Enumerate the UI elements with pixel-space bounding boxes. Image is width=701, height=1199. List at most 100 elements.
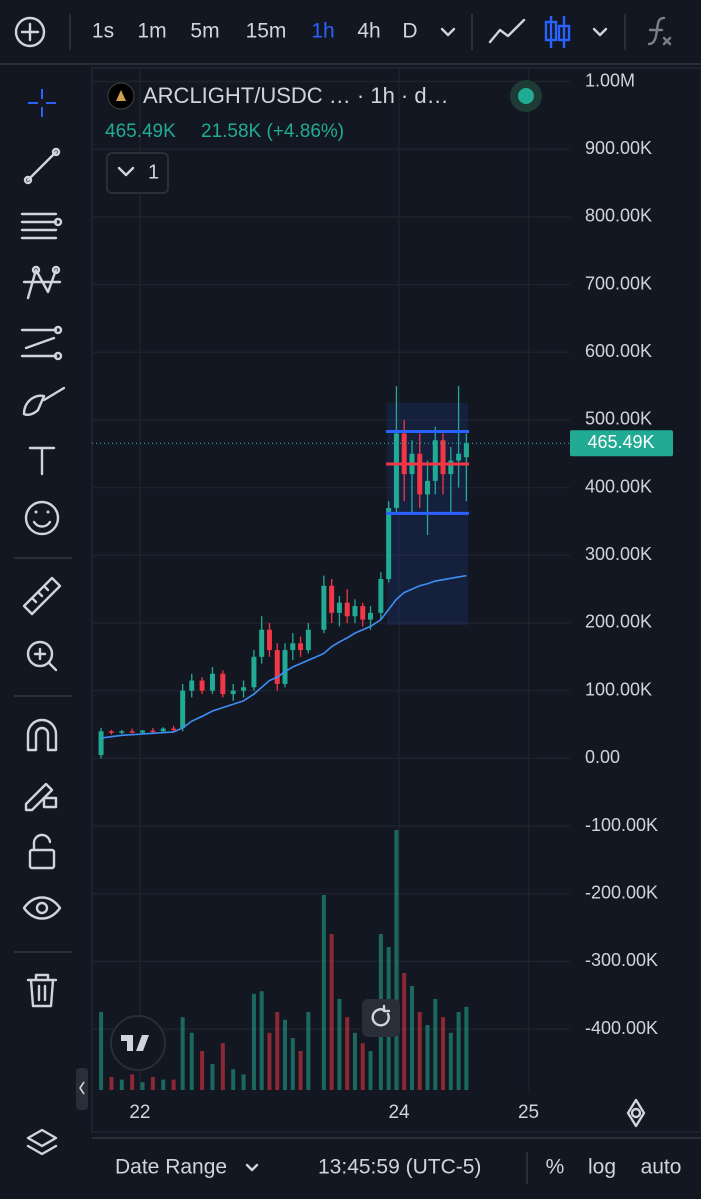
emoji[interactable] <box>24 500 60 536</box>
timeframe[interactable]: 1s <box>92 20 114 43</box>
volume-bar <box>275 1012 280 1090</box>
magnet[interactable] <box>26 718 58 752</box>
ruler[interactable] <box>22 576 62 616</box>
y-tick-label: -100.00K <box>585 815 658 835</box>
volume-bar <box>337 999 342 1090</box>
timeframe[interactable]: D <box>402 20 417 43</box>
price-change: 21.58K (+4.86%) <box>201 121 344 142</box>
candle-body <box>290 643 296 651</box>
auto-toggle[interactable]: auto <box>641 1156 682 1179</box>
collapse-handle[interactable] <box>76 1068 88 1110</box>
volume-bar <box>448 1032 453 1090</box>
fib[interactable] <box>20 212 63 240</box>
volume-bar <box>140 1082 145 1090</box>
candle-body <box>259 629 265 657</box>
y-tick-label: 600.00K <box>585 341 652 361</box>
candle-body <box>209 673 215 691</box>
candle-body <box>432 440 438 481</box>
layers[interactable] <box>26 1128 58 1156</box>
toggle-chevron <box>117 166 135 177</box>
visibility[interactable] <box>22 896 62 920</box>
zoom[interactable] <box>26 640 58 672</box>
candle-body <box>189 680 195 691</box>
candle-body <box>119 731 125 733</box>
volume-bar <box>267 1032 272 1090</box>
log-toggle[interactable]: log <box>588 1156 616 1179</box>
y-tick-label: 400.00K <box>585 476 652 496</box>
candle-body <box>108 731 114 733</box>
symbol[interactable]: ARCLIGHT/USDC … · 1h · d… <box>143 83 449 108</box>
style-menu[interactable] <box>592 27 608 37</box>
volume-bar <box>394 830 399 1090</box>
volume-bar <box>231 1069 236 1090</box>
add-button[interactable] <box>14 16 46 48</box>
timeframe[interactable]: 1h <box>311 20 334 43</box>
y-tick-label: 500.00K <box>585 409 652 429</box>
volume-bar <box>433 999 438 1090</box>
candle-body <box>230 690 236 695</box>
timeframe[interactable]: 1m <box>137 20 166 43</box>
candle-body <box>378 579 384 613</box>
y-tick-label: -300.00K <box>585 950 658 970</box>
forecast[interactable] <box>20 325 63 361</box>
indicators[interactable] <box>647 16 672 46</box>
moving-average <box>100 574 467 739</box>
unlock[interactable] <box>28 833 56 870</box>
timeframes: 1s 1m 5m 15m 1h 4h D <box>92 20 418 43</box>
candle-body <box>266 629 272 651</box>
range-chevron <box>245 1163 259 1172</box>
brush[interactable] <box>22 386 66 416</box>
crosshair[interactable] <box>28 89 56 117</box>
reset-button[interactable] <box>362 999 400 1037</box>
volume-bar <box>200 1051 205 1090</box>
line-style[interactable] <box>488 18 526 44</box>
volume-bar <box>99 1012 104 1090</box>
x-tick-label: 25 <box>518 1102 539 1123</box>
delete[interactable] <box>26 973 58 1008</box>
candle-body <box>298 643 304 651</box>
settings[interactable] <box>626 1098 646 1128</box>
timeframe[interactable]: 5m <box>190 20 219 43</box>
indicators-toggle[interactable] <box>106 152 169 194</box>
volume-bar <box>180 1017 185 1090</box>
y-tick-label: 0.00 <box>585 747 620 767</box>
candle-body <box>171 728 177 731</box>
candle-body <box>241 687 247 691</box>
candle-body <box>448 460 454 475</box>
candle-body <box>220 673 226 695</box>
candle-body <box>352 606 358 617</box>
percent-toggle[interactable]: % <box>546 1156 565 1179</box>
y-tick-label: 800.00K <box>585 206 652 226</box>
timeframe[interactable]: 4h <box>357 20 380 43</box>
tv-logo-mark <box>121 1035 149 1051</box>
timeframe-menu[interactable] <box>440 27 456 37</box>
candle-body <box>98 731 104 755</box>
tv-logo[interactable] <box>110 1015 166 1071</box>
volume-bar <box>368 1051 373 1090</box>
last-price-label: 465.49K <box>587 432 654 452</box>
candle-body <box>368 612 374 620</box>
candle-body <box>129 731 135 733</box>
volume-bar <box>298 1051 303 1090</box>
volume-bar <box>456 1012 461 1090</box>
candle-body <box>344 602 350 617</box>
trend-line[interactable] <box>23 147 61 185</box>
date-range[interactable]: Date Range <box>115 1156 227 1179</box>
text-tool[interactable] <box>28 446 56 476</box>
lock-drawings[interactable] <box>24 782 58 812</box>
last-price: 465.49K <box>105 121 176 142</box>
pattern[interactable] <box>22 265 62 300</box>
reset-icon <box>371 1004 391 1027</box>
volume-bar <box>109 1077 114 1090</box>
candle-body <box>140 730 146 733</box>
candle-style[interactable] <box>544 16 571 48</box>
last-price-tag <box>570 430 673 457</box>
volume-bar <box>417 1012 422 1090</box>
candle-body <box>180 690 186 728</box>
grid <box>92 68 570 1090</box>
timeframe[interactable]: 15m <box>246 20 287 43</box>
candle-body <box>329 585 335 613</box>
candle-body <box>251 656 257 688</box>
candle-body <box>199 680 205 691</box>
